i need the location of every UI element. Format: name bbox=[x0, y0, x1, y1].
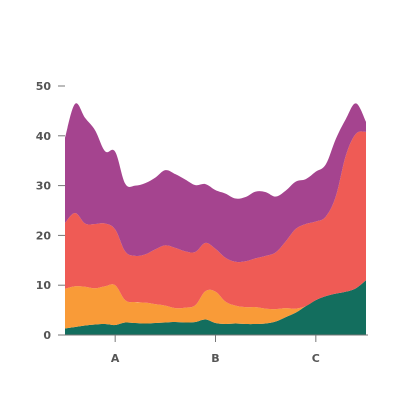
y-tick-label: 40 bbox=[36, 130, 52, 143]
area-series-1 bbox=[65, 280, 366, 335]
areas-layer bbox=[65, 103, 366, 335]
x-tick-label: B bbox=[211, 352, 219, 365]
area-series-4 bbox=[65, 103, 366, 263]
y-tick-label: 0 bbox=[43, 329, 51, 342]
y-tick-label: 50 bbox=[36, 80, 52, 93]
y-tick-label: 30 bbox=[36, 180, 52, 193]
area-series-3 bbox=[65, 131, 366, 310]
x-tick-label: C bbox=[312, 352, 320, 365]
x-tick-label: A bbox=[111, 352, 120, 365]
y-tick-label: 10 bbox=[36, 279, 52, 292]
y-tick-label: 20 bbox=[36, 229, 52, 242]
axes-layer: 0 10 20 30 40 50 A B C bbox=[36, 80, 368, 365]
area-series-2 bbox=[65, 280, 366, 329]
